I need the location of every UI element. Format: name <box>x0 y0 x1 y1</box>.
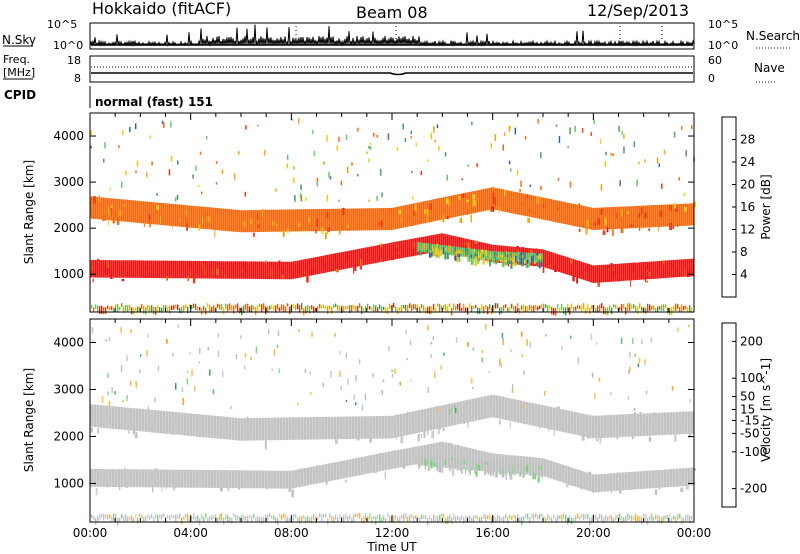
echo-texture <box>90 319 694 522</box>
cpid-row: CPID normal (fast) 151 <box>4 86 213 109</box>
radar-title: Hokkaido (fitACF) <box>92 0 231 18</box>
y-tick-label: 3000 <box>53 175 84 189</box>
freq-label: Freq. <box>3 53 30 66</box>
colorbar-tick-label: -100 <box>740 445 767 459</box>
x-tick-label: 00:00 <box>73 526 108 540</box>
x-tick-label: 00:00 <box>677 526 712 540</box>
nave-tick-bottom: 0 <box>708 72 715 85</box>
velocity-x-axis: 00:00 04:00 08:00 12:00 16:00 20:00 00:00 <box>73 319 712 540</box>
colorbar-tick-label: 16 <box>740 200 755 214</box>
velocity-colorbar-label: Velocity [m s^-1] <box>759 358 773 462</box>
beam-label: Beam 08 <box>356 3 428 22</box>
nsearch-label: N.Search <box>746 29 800 43</box>
power-panel: 1000 2000 3000 4000 Slant Range [km] <box>22 112 696 316</box>
colorbar-tick-label: -50 <box>740 426 760 440</box>
echo-fleck <box>693 468 696 471</box>
colorbar-tick-label: 50 <box>740 390 755 404</box>
echo-texture <box>90 113 694 312</box>
nsearch-tick-bottom: 10^0 <box>708 39 738 52</box>
time-axis-label: Time UT <box>366 540 417 554</box>
date-label: 12/Sep/2013 <box>587 1 689 20</box>
y-tick-label: 1000 <box>53 476 84 490</box>
velocity-panel: 1000 2000 3000 4000 00:00 04:00 08:00 12:00 16:… <box>22 318 712 554</box>
y-tick-label: 3000 <box>53 382 84 396</box>
cpid-value: normal (fast) 151 <box>95 95 213 109</box>
nsky-tick-bottom: 10^0 <box>53 39 83 52</box>
y-tick-label: 2000 <box>53 429 84 443</box>
freq-panel: Freq. [MHz] 18 8 60 0 Nave <box>3 53 785 85</box>
power-echoes <box>90 113 696 316</box>
nave-tick-top: 60 <box>708 54 722 67</box>
colorbar-frame <box>721 322 737 508</box>
colorbar-tick-label: -200 <box>740 482 767 496</box>
velocity-echoes <box>90 319 696 526</box>
power-colorbar-scale: 4 8 12 16 20 24 28 <box>721 116 755 298</box>
echo-fleck <box>694 201 696 208</box>
colorbar-tick-label: 24 <box>740 155 755 169</box>
nsky-label: N.Sky <box>2 33 36 47</box>
x-tick-label: 08:00 <box>274 526 309 540</box>
y-tick-label: 2000 <box>53 221 84 235</box>
x-tick-label: 04:00 <box>173 526 208 540</box>
colorbar-tick-label: 8 <box>740 245 748 259</box>
x-tick-label: 20:00 <box>576 526 611 540</box>
colorbar-tick-label: -15 <box>740 414 760 428</box>
colorbar-tick-label: 12 <box>740 223 755 237</box>
nsky-panel: N.Sky 10^5 10^0 10^5 10^0 N.Search <box>2 18 800 52</box>
power-x-axis <box>89 113 695 312</box>
x-tick-label: 16:00 <box>475 526 510 540</box>
cpid-label: CPID <box>4 88 36 102</box>
nsky-trace <box>90 24 695 47</box>
y-tick-label: 4000 <box>53 335 84 349</box>
power-colorbar: 4 8 12 16 20 24 28 Power [dB] <box>721 116 773 298</box>
y-tick-label: 4000 <box>53 129 84 143</box>
y-tick-label: 1000 <box>53 267 84 281</box>
colorbar-tick-label: 20 <box>740 178 755 192</box>
nsearch-tick-top: 10^5 <box>708 18 738 31</box>
colorbar-tick-label: 200 <box>740 334 763 348</box>
colorbar-tick-label: 28 <box>740 133 755 147</box>
freq-trace <box>91 72 693 76</box>
nave-label: Nave <box>754 61 785 75</box>
power-y-label: Slant Range [km] <box>22 160 36 264</box>
colorbar-tick-label: 100 <box>740 371 763 385</box>
power-y-axis: 1000 2000 3000 4000 <box>53 129 694 281</box>
nsky-line <box>90 24 695 47</box>
nsky-tick-top: 10^5 <box>47 18 77 31</box>
freq-tick-bottom: 8 <box>74 72 81 85</box>
freq-unit: [MHz] <box>3 66 35 79</box>
colorbar-tick-label: 4 <box>740 268 748 282</box>
power-colorbar-label: Power [dB] <box>759 174 773 239</box>
freq-tick-top: 18 <box>67 54 81 67</box>
x-tick-label: 12:00 <box>375 526 410 540</box>
velocity-y-axis: 1000 2000 3000 4000 <box>53 335 694 490</box>
colorbar-tick-label: 15 <box>740 402 755 416</box>
velocity-y-label: Slant Range [km] <box>22 368 36 472</box>
